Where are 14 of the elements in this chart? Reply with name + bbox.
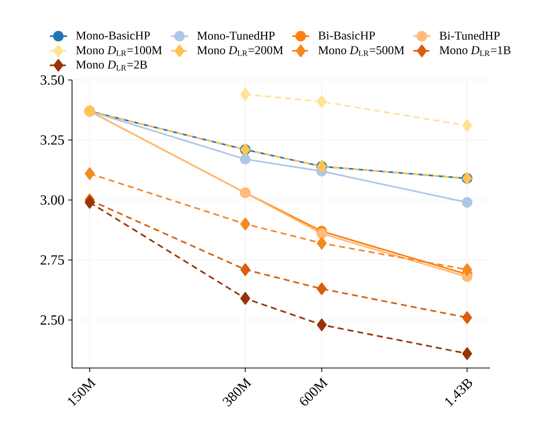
- legend-label: Bi-BasicHP: [318, 31, 375, 40]
- y-tick-label: 3.50: [40, 75, 64, 85]
- legend-label: Mono D$_{LR}$=100M: [76, 46, 162, 56]
- legend-label: Bi-TunedHP: [440, 31, 500, 40]
- y-tick-label: 2.75: [40, 255, 64, 265]
- legend-label: Mono D$_{LR}$=200M: [197, 46, 284, 56]
- y-tick-label: 2.50: [40, 315, 64, 325]
- legend-label: Mono-BasicHP: [76, 31, 150, 40]
- legend-label: Mono D$_{LR}$=500M: [318, 46, 404, 56]
- y-tick-label: 3.00: [40, 195, 64, 205]
- legend-label: Mono D$_{LR}$=2B: [76, 60, 147, 70]
- legend-label: Mono-TunedHP: [197, 31, 275, 40]
- y-tick-label: 3.25: [40, 135, 64, 145]
- legend-label: Mono D$_{LR}$=1B: [440, 46, 510, 56]
